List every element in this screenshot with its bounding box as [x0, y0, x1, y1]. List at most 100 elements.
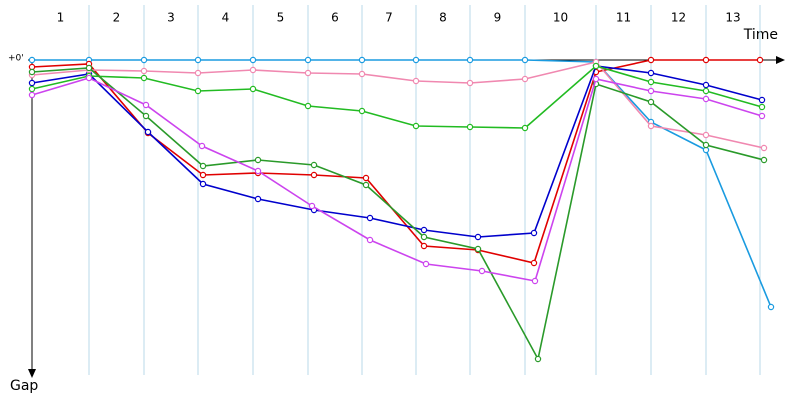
data-point: [521, 75, 529, 83]
data-point: [28, 85, 36, 93]
data-point: [194, 69, 202, 77]
column-label: 4: [222, 11, 230, 25]
data-point: [254, 167, 262, 175]
data-point: [478, 267, 486, 275]
data-point: [366, 236, 374, 244]
data-point: [304, 69, 312, 77]
column-label: 6: [331, 11, 339, 25]
series-line: [31, 67, 765, 362]
data-point: [358, 107, 366, 115]
data-point: [702, 95, 710, 103]
data-point: [310, 161, 318, 169]
data-point: [758, 96, 766, 104]
data-point: [702, 141, 710, 149]
column-label: 5: [277, 11, 285, 25]
data-point: [254, 156, 262, 164]
y-axis-title: Gap: [10, 378, 38, 394]
x-axis-arrow: [776, 56, 785, 64]
column-label: 2: [113, 11, 121, 25]
data-point: [412, 122, 420, 130]
data-point: [531, 277, 539, 285]
data-point: [702, 56, 710, 64]
data-point: [420, 233, 428, 241]
data-point: [647, 98, 655, 106]
series-line: [31, 77, 763, 282]
data-point: [304, 56, 312, 64]
column-label: 1: [57, 11, 65, 25]
data-point: [420, 242, 428, 250]
data-point: [647, 69, 655, 77]
data-point: [249, 66, 257, 74]
data-point: [647, 78, 655, 86]
data-point: [422, 260, 430, 268]
data-point: [199, 162, 207, 170]
data-point: [474, 233, 482, 241]
data-point: [199, 180, 207, 188]
data-point: [142, 101, 150, 109]
data-point: [199, 171, 207, 179]
data-point: [304, 102, 312, 110]
data-point: [534, 355, 542, 363]
data-point: [702, 131, 710, 139]
y-tick-label: +0': [8, 54, 24, 64]
y-axis-arrow: [28, 369, 36, 378]
data-point: [362, 181, 370, 189]
data-point: [420, 226, 428, 234]
data-point: [466, 56, 474, 64]
data-point: [412, 56, 420, 64]
data-point: [466, 123, 474, 131]
data-point: [756, 56, 764, 64]
column-label: 10: [553, 11, 568, 25]
data-point: [28, 91, 36, 99]
series-line: [32, 59, 772, 308]
column-label: 9: [494, 11, 502, 25]
column-label: 11: [616, 11, 631, 25]
data-point: [28, 68, 36, 76]
data-point: [85, 64, 93, 72]
data-point: [140, 67, 148, 75]
data-point: [702, 87, 710, 95]
data-point: [647, 122, 655, 130]
data-point: [592, 62, 600, 70]
data-point: [412, 77, 420, 85]
data-point: [647, 87, 655, 95]
data-point: [140, 56, 148, 64]
data-point: [530, 229, 538, 237]
column-label: 13: [725, 11, 740, 25]
data-point: [310, 171, 318, 179]
column-label: 7: [385, 11, 393, 25]
data-point: [358, 56, 366, 64]
data-point: [249, 85, 257, 93]
data-point: [140, 74, 148, 82]
data-point: [194, 87, 202, 95]
data-point: [767, 303, 775, 311]
data-point: [366, 214, 374, 222]
data-point: [760, 144, 768, 152]
data-point: [249, 56, 257, 64]
data-point: [362, 174, 370, 182]
data-point: [521, 56, 529, 64]
data-point: [530, 259, 538, 267]
data-point: [308, 202, 316, 210]
data-point: [521, 124, 529, 132]
series-line: [31, 65, 763, 238]
column-label: 12: [671, 11, 686, 25]
data-point: [254, 195, 262, 203]
column-label: 3: [167, 11, 175, 25]
series-line: [31, 65, 763, 129]
data-point: [760, 156, 768, 164]
data-point: [758, 103, 766, 111]
data-point: [758, 112, 766, 120]
data-point: [28, 79, 36, 87]
data-point: [194, 56, 202, 64]
data-point: [198, 142, 206, 150]
data-point: [702, 81, 710, 89]
column-label: 8: [439, 11, 447, 25]
series-line: [31, 61, 765, 149]
data-point: [142, 112, 150, 120]
data-point: [592, 75, 600, 83]
data-point: [466, 79, 474, 87]
data-point: [358, 70, 366, 78]
data-point: [647, 56, 655, 64]
